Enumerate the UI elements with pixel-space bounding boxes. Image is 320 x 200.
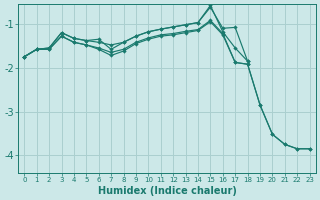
X-axis label: Humidex (Indice chaleur): Humidex (Indice chaleur) <box>98 186 236 196</box>
